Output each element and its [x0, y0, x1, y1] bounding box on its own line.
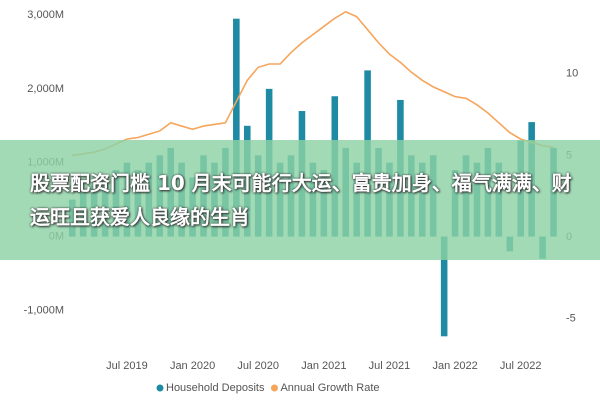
- x-tick-label: Jan 2021: [301, 360, 346, 372]
- y2-tick-label: -5: [566, 313, 576, 325]
- x-tick-label: Jul 2022: [500, 360, 542, 372]
- legend-swatch: [156, 384, 164, 392]
- y-tick-label: 3,000M: [27, 9, 64, 21]
- y2-tick-label: 10: [566, 68, 578, 80]
- x-tick-label: Jul 2021: [369, 360, 411, 372]
- x-tick-label: Jan 2022: [432, 360, 477, 372]
- x-tick-label: Jan 2020: [170, 360, 215, 372]
- bar: [233, 18, 240, 237]
- banner-text: 股票配资门槛 10 月末可能行大运、富贵加身、福气满满、财运旺且获爱人良缘的生肖: [30, 171, 572, 229]
- growth-line: [72, 10, 554, 157]
- x-tick-label: Jul 2020: [237, 360, 279, 372]
- y-tick-label: -1,000M: [24, 304, 64, 316]
- legend-swatch: [270, 384, 278, 392]
- bar: [440, 236, 448, 337]
- banner: 股票配资门槛 10 月末可能行大运、富贵加身、福气满满、财运旺且获爱人良缘的生肖: [0, 140, 600, 260]
- y-tick-label: 2,000M: [27, 83, 64, 95]
- legend-label: Annual Growth Rate: [280, 382, 379, 394]
- legend-label: Household Deposits: [166, 382, 265, 394]
- x-tick-label: Jul 2019: [106, 360, 148, 372]
